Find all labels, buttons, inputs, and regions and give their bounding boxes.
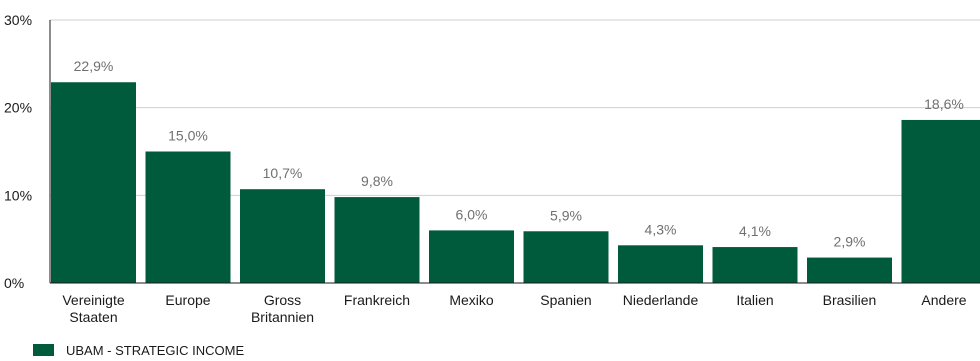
y-tick-label: 20% <box>4 100 32 116</box>
bar <box>807 258 892 283</box>
data-label: 4,3% <box>645 221 677 237</box>
x-tick-label: Brasilien <box>823 292 877 308</box>
legend-swatch <box>33 344 54 356</box>
bar <box>618 245 703 283</box>
data-label: 18,6% <box>924 96 964 112</box>
x-tick-label: Italien <box>736 292 773 308</box>
data-label: 10,7% <box>263 165 303 181</box>
bar <box>429 230 514 283</box>
data-label: 22,9% <box>74 58 114 74</box>
legend-label: UBAM - STRATEGIC INCOME <box>66 343 244 356</box>
x-tick-label: Niederlande <box>623 292 699 308</box>
x-tick-label: Mexiko <box>449 292 494 308</box>
data-label: 2,9% <box>834 234 866 250</box>
data-label: 9,8% <box>361 173 393 189</box>
x-tick-label: Frankreich <box>344 292 410 308</box>
bar <box>524 231 609 283</box>
bar <box>713 247 798 283</box>
bar <box>240 189 325 283</box>
data-label: 4,1% <box>739 223 771 239</box>
bar <box>146 152 231 284</box>
data-label: 6,0% <box>456 206 488 222</box>
x-tick-label: Europe <box>165 292 210 308</box>
data-label: 15,0% <box>168 128 208 144</box>
bar <box>51 82 136 283</box>
y-tick-label: 30% <box>4 12 32 28</box>
data-label: 5,9% <box>550 207 582 223</box>
bar <box>335 197 420 283</box>
y-tick-label: 0% <box>4 275 24 291</box>
x-tick-label: Andere <box>921 292 966 308</box>
bars <box>51 82 980 283</box>
x-tick-label: Spanien <box>540 292 591 308</box>
y-tick-label: 10% <box>4 187 32 203</box>
legend: UBAM - STRATEGIC INCOME <box>33 343 244 356</box>
bar <box>902 120 980 283</box>
